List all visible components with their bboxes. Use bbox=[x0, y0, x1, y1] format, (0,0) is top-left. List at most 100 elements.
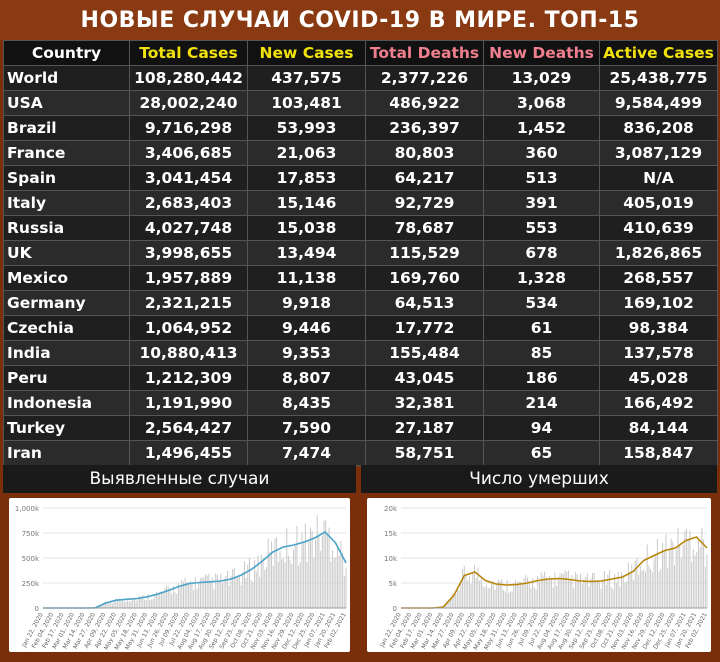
bar bbox=[150, 599, 152, 608]
bar bbox=[644, 572, 646, 608]
bar bbox=[538, 581, 540, 608]
bar bbox=[463, 566, 465, 608]
chart-deaths-title: Число умерших bbox=[361, 465, 717, 493]
bar bbox=[533, 587, 535, 608]
bar bbox=[674, 565, 676, 608]
bar bbox=[658, 571, 660, 608]
bar bbox=[557, 577, 559, 608]
bar bbox=[228, 585, 230, 608]
bar bbox=[271, 541, 273, 608]
bar bbox=[504, 591, 506, 608]
bar bbox=[220, 573, 222, 608]
cell-total-deaths: 43,045 bbox=[365, 365, 484, 391]
bar bbox=[243, 561, 245, 608]
bar bbox=[610, 587, 612, 608]
bar bbox=[201, 577, 203, 608]
bar bbox=[672, 541, 674, 608]
bar bbox=[653, 559, 655, 608]
cell-active-cases: 166,492 bbox=[599, 390, 718, 416]
bar bbox=[497, 579, 499, 608]
bar bbox=[267, 538, 269, 608]
cell-active-cases: 84,144 bbox=[599, 415, 718, 441]
cell-total-deaths: 17,772 bbox=[365, 315, 484, 341]
bar bbox=[321, 536, 323, 608]
bar bbox=[684, 530, 686, 608]
bar bbox=[342, 552, 344, 608]
header-country: Country bbox=[3, 40, 130, 66]
bar bbox=[525, 575, 527, 608]
bar bbox=[281, 559, 283, 608]
bar bbox=[513, 583, 515, 608]
bar bbox=[484, 587, 486, 608]
bar bbox=[448, 599, 450, 608]
bar bbox=[537, 576, 539, 608]
cell-country: UK bbox=[3, 240, 130, 266]
bar bbox=[328, 527, 330, 608]
bar bbox=[530, 588, 532, 608]
cell-total-deaths: 78,687 bbox=[365, 215, 484, 241]
bar bbox=[562, 573, 564, 608]
bar bbox=[581, 584, 583, 608]
cell-country: Turkey bbox=[3, 415, 130, 441]
y-tick-label: 10k bbox=[384, 555, 398, 563]
bar bbox=[458, 590, 460, 608]
bar bbox=[193, 590, 195, 608]
cell-total-deaths: 486,922 bbox=[365, 90, 484, 116]
cell-new-deaths: 85 bbox=[483, 340, 600, 366]
cell-total-deaths: 155,484 bbox=[365, 340, 484, 366]
cell-active-cases: 410,639 bbox=[599, 215, 718, 241]
table-row: Spain 3,041,454 17,853 64,217 513 N/A bbox=[3, 165, 718, 191]
bar bbox=[203, 577, 205, 608]
bar bbox=[318, 536, 320, 608]
bar bbox=[181, 579, 183, 608]
cell-country: World bbox=[3, 65, 130, 91]
cell-country: Peru bbox=[3, 365, 130, 391]
bar bbox=[254, 560, 256, 608]
cell-new-deaths: 61 bbox=[483, 315, 600, 341]
y-tick-label: 1,000k bbox=[15, 505, 40, 513]
bar bbox=[614, 573, 616, 608]
table-row: Russia 4,027,748 15,038 78,687 553 410,639 bbox=[3, 215, 718, 241]
bar bbox=[597, 580, 599, 608]
table-row: Peru 1,212,309 8,807 43,045 186 45,028 bbox=[3, 365, 718, 391]
bar bbox=[132, 599, 134, 608]
bar bbox=[475, 577, 477, 608]
cell-country: Russia bbox=[3, 215, 130, 241]
bar bbox=[631, 564, 633, 608]
bar bbox=[182, 581, 184, 608]
cell-total-deaths: 64,217 bbox=[365, 165, 484, 191]
cell-total-cases: 1,957,889 bbox=[129, 265, 248, 291]
cell-new-cases: 13,494 bbox=[247, 240, 366, 266]
bar bbox=[323, 520, 325, 608]
cell-total-cases: 108,280,442 bbox=[129, 65, 248, 91]
cell-new-cases: 7,474 bbox=[247, 440, 366, 466]
bar bbox=[626, 581, 628, 608]
bar bbox=[518, 581, 520, 608]
chart-cases-panel: 0 250k 500k 750k 1,000k Jan 22, 2020 Feb 04, 2… bbox=[3, 494, 356, 656]
chart-cases-title: Выявленные случаи bbox=[3, 465, 356, 493]
bar bbox=[605, 584, 607, 608]
table-row: Germany 2,321,215 9,918 64,513 534 169,102 bbox=[3, 290, 718, 316]
bar bbox=[120, 601, 122, 608]
chart-deaths-panel: 0 5k 10k 15k 20k Jan 22, 2020 Feb 04, 2020 Feb … bbox=[361, 494, 717, 656]
bar bbox=[237, 575, 239, 608]
header-new-cases: New Cases bbox=[247, 40, 366, 66]
bar bbox=[145, 600, 147, 608]
bar bbox=[571, 575, 573, 608]
bar bbox=[301, 533, 303, 608]
bar bbox=[621, 572, 623, 608]
bar bbox=[287, 555, 289, 608]
bar bbox=[100, 605, 102, 608]
cell-new-cases: 53,993 bbox=[247, 115, 366, 141]
bar bbox=[257, 555, 259, 608]
cell-country: Mexico bbox=[3, 265, 130, 291]
bar bbox=[265, 567, 267, 608]
bar bbox=[291, 564, 293, 608]
bar bbox=[701, 528, 703, 608]
bar bbox=[205, 574, 207, 608]
bar bbox=[467, 580, 469, 608]
bar bbox=[128, 601, 130, 608]
cell-new-deaths: 1,328 bbox=[483, 265, 600, 291]
table-row: Iran 1,496,455 7,474 58,751 65 158,847 bbox=[3, 440, 718, 466]
bar bbox=[559, 573, 561, 608]
